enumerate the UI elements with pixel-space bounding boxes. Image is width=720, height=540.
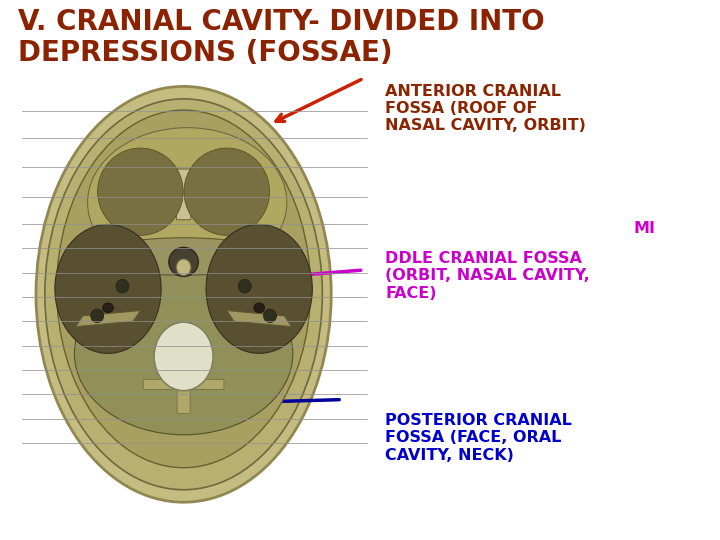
Polygon shape	[76, 310, 140, 327]
Text: DDLE CRANIAL FOSSA
(ORBIT, NASAL CAVITY,
FACE): DDLE CRANIAL FOSSA (ORBIT, NASAL CAVITY,…	[385, 251, 590, 301]
Ellipse shape	[253, 303, 265, 313]
FancyBboxPatch shape	[176, 169, 191, 220]
Text: POSTERIOR CRANIAL
FOSSA (FACE, ORAL
CAVITY, NECK): POSTERIOR CRANIAL FOSSA (FACE, ORAL CAVI…	[385, 413, 572, 463]
Ellipse shape	[74, 273, 293, 435]
Ellipse shape	[264, 309, 276, 322]
Ellipse shape	[91, 309, 104, 322]
Text: MI: MI	[633, 221, 655, 237]
Ellipse shape	[184, 148, 269, 235]
FancyBboxPatch shape	[177, 348, 190, 414]
Ellipse shape	[154, 322, 213, 391]
Text: V. CRANIAL CAVITY- DIVIDED INTO
DEPRESSIONS (FOSSAE): V. CRANIAL CAVITY- DIVIDED INTO DEPRESSI…	[18, 8, 544, 68]
Ellipse shape	[168, 247, 199, 276]
Ellipse shape	[91, 238, 276, 275]
Polygon shape	[227, 310, 292, 327]
Ellipse shape	[98, 148, 183, 235]
Ellipse shape	[176, 259, 191, 275]
Ellipse shape	[57, 110, 310, 468]
Ellipse shape	[238, 280, 251, 293]
FancyBboxPatch shape	[143, 380, 224, 389]
Ellipse shape	[206, 225, 312, 353]
Ellipse shape	[55, 225, 161, 353]
Ellipse shape	[45, 99, 323, 490]
Ellipse shape	[88, 127, 287, 278]
Ellipse shape	[36, 86, 331, 502]
Ellipse shape	[116, 280, 129, 293]
Text: ANTERIOR CRANIAL
FOSSA (ROOF OF
NASAL CAVITY, ORBIT): ANTERIOR CRANIAL FOSSA (ROOF OF NASAL CA…	[385, 84, 586, 133]
Ellipse shape	[103, 303, 114, 313]
